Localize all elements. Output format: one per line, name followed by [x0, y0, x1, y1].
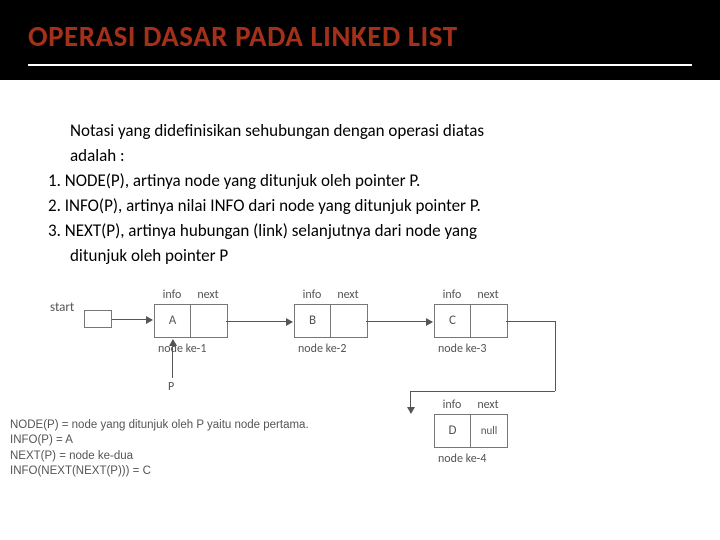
hdr-info: info	[154, 288, 190, 302]
header-b: info next	[294, 288, 366, 302]
note-1: NODE(P) = node yang ditunjuk oleh P yait…	[10, 418, 309, 434]
note-3: NEXT(P) = node ke-dua	[10, 449, 309, 465]
p-label: P	[168, 380, 174, 394]
hdr-info: info	[434, 288, 470, 302]
list-item-1: 1. NODE(P), artinya node yang ditunjuk o…	[48, 170, 672, 193]
hdr-next: next	[190, 288, 226, 302]
intro-line-1: Notasi yang didefinisikan sehubungan den…	[48, 120, 672, 143]
note-2: INFO(P) = A	[10, 433, 309, 449]
cell-b-info: B	[295, 305, 331, 337]
list-item-3b: ditunjuk oleh pointer P	[48, 245, 672, 268]
header-d: info next	[434, 398, 506, 412]
arrow-c-d	[410, 391, 411, 413]
node-b: B	[294, 304, 368, 338]
title-rule	[28, 64, 692, 66]
start-box	[84, 310, 112, 328]
label-k4: node ke-4	[438, 452, 486, 466]
cell-a-next	[191, 305, 227, 337]
slide-header: OPERASI DASAR PADA LINKED LIST	[0, 0, 720, 80]
header-c: info next	[434, 288, 506, 302]
hdr-info: info	[434, 398, 470, 412]
link-c-h2	[410, 391, 555, 392]
node-d: D null	[434, 414, 508, 448]
cell-c-next	[471, 305, 507, 337]
node-a: A	[154, 304, 228, 338]
label-k2: node ke-2	[298, 342, 346, 356]
list-item-3: 3. NEXT(P), artinya hubungan (link) sela…	[48, 220, 672, 243]
hdr-next: next	[330, 288, 366, 302]
start-label: start	[50, 300, 74, 315]
hdr-next: next	[470, 398, 506, 412]
label-k1: node ke-1	[158, 342, 206, 356]
arrow-start-a	[112, 319, 152, 320]
hdr-next: next	[470, 288, 506, 302]
node-c: C	[434, 304, 508, 338]
intro-line-2: adalah :	[48, 145, 672, 168]
cell-d-info: D	[435, 415, 471, 447]
arrow-b-c	[366, 321, 432, 322]
cell-a-info: A	[155, 305, 191, 337]
hdr-info: info	[294, 288, 330, 302]
diagram-notes: NODE(P) = node yang ditunjuk oleh P yait…	[10, 418, 309, 480]
cell-d-null: null	[471, 415, 507, 447]
slide-body: Notasi yang didefinisikan sehubungan den…	[0, 80, 720, 280]
cell-c-info: C	[435, 305, 471, 337]
link-c-h1	[506, 321, 556, 322]
header-a: info next	[154, 288, 226, 302]
linked-list-diagram: start info next A node ke-1 info next B …	[40, 288, 660, 528]
link-c-v	[555, 321, 556, 391]
label-k3: node ke-3	[438, 342, 486, 356]
note-4: INFO(NEXT(NEXT(P))) = C	[10, 464, 309, 480]
cell-b-next	[331, 305, 367, 337]
slide-title: OPERASI DASAR PADA LINKED LIST	[28, 18, 692, 54]
arrow-a-b	[226, 321, 292, 322]
list-item-2: 2. INFO(P), artinya nilai INFO dari node…	[48, 195, 672, 218]
arrow-p	[172, 340, 173, 378]
